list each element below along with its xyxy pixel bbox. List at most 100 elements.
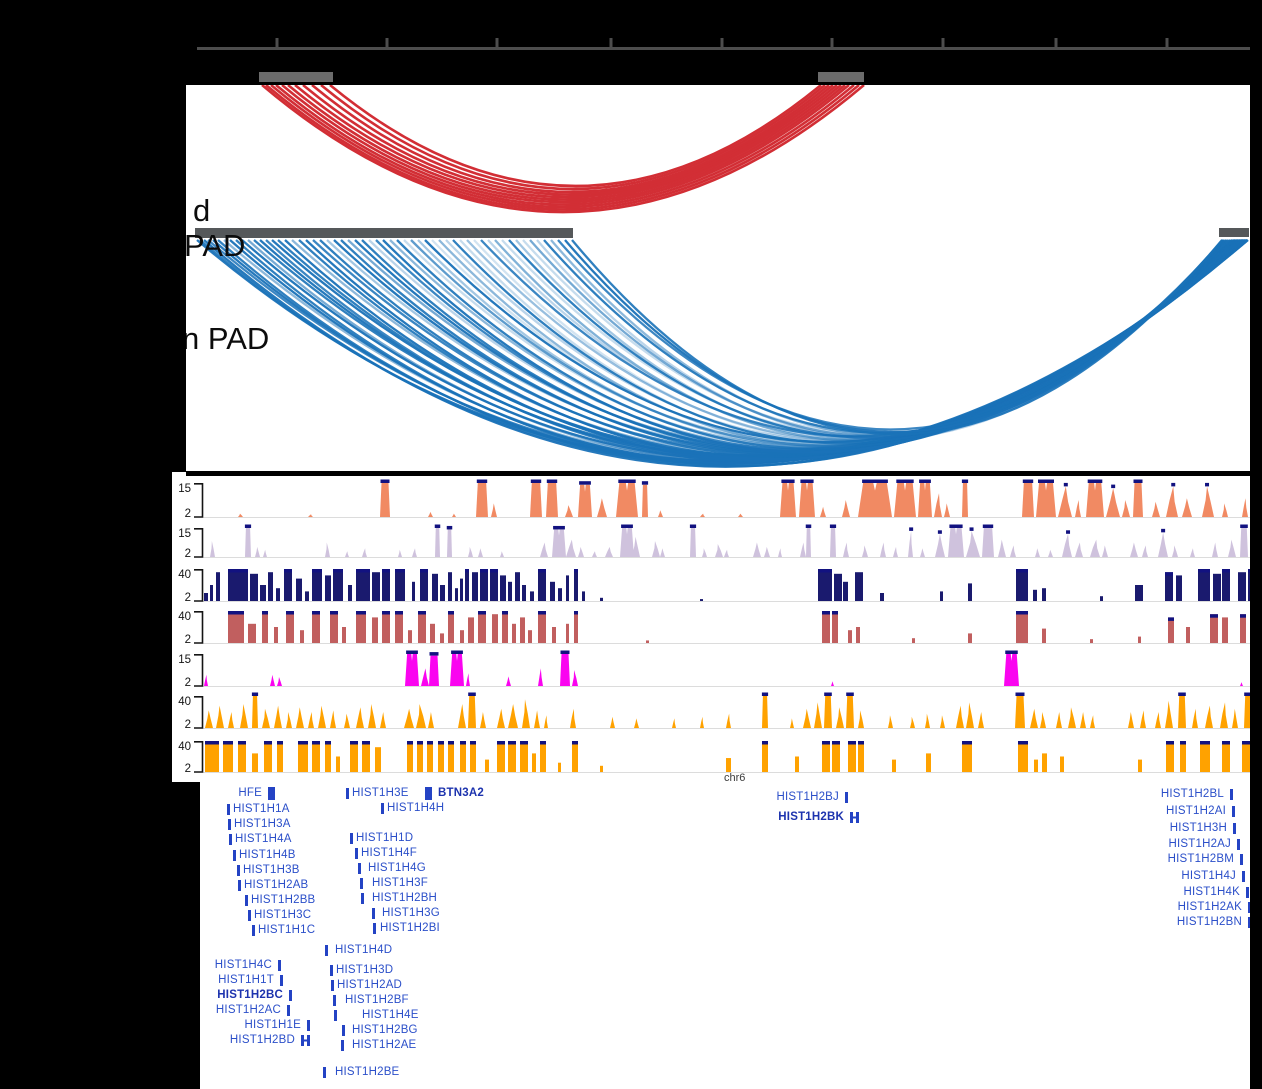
red-pad-label-line1: d [193,193,211,228]
peak [935,533,945,557]
peak [880,542,886,557]
peak-cap [919,479,931,483]
peak [940,591,943,601]
peak [435,528,440,557]
gene-tick [350,833,353,844]
track-7: 40 2 [178,741,1250,775]
peak [790,718,794,728]
peak [1182,498,1192,517]
peak [842,500,850,517]
gene-label: HIST1H3C [254,909,312,921]
peak-cap [465,569,469,573]
peak [305,591,309,601]
ruler-tick [720,38,724,47]
peak-cap [574,569,578,573]
peak [538,668,543,686]
peak [832,611,838,643]
peak [1238,572,1246,601]
peak [1212,542,1218,557]
peak-cap [538,611,546,615]
peak-cap [395,569,405,573]
peak [534,710,540,728]
peak-cap [1178,692,1186,696]
peak [452,513,456,517]
peak-cap [572,741,578,745]
peak [1168,617,1174,643]
peak [822,611,830,643]
peak [1056,712,1062,728]
peak [296,707,304,728]
peak [570,708,576,728]
gene-label: HIST1H2AE [352,1039,417,1051]
ruler-tick [609,38,613,47]
peak [490,569,498,601]
peak-cap [805,524,812,528]
gene-tick [361,893,364,904]
gene-tick [342,1025,345,1036]
peak [574,611,578,643]
peak [1075,500,1081,517]
peak [858,483,892,517]
peak [255,546,260,557]
ruler-line [197,47,1250,50]
peak-cap [689,524,697,528]
peak [466,673,470,686]
gene-label: HIST1H3B [243,864,300,876]
peak-cap [560,650,570,654]
peak-cap [350,741,358,745]
peak [600,597,603,601]
peak [762,741,768,772]
peak [380,712,386,728]
gene-label: HIST1H2BK [778,811,844,823]
peak [368,704,376,728]
gene-tick [425,787,432,800]
track-ymax-label: 40 [178,741,191,753]
track-ymin-label: 2 [185,677,191,689]
peak-cap [448,611,454,615]
gene-tick [381,803,384,814]
peak [398,549,402,557]
peak-cap [846,692,854,696]
peak [372,617,378,643]
peak-cap [1015,692,1025,696]
peak [1165,700,1173,728]
peak [778,548,782,557]
gene-tick [845,792,848,803]
peak [634,718,639,728]
gene-label: HIST1H4B [239,849,296,861]
peak [578,546,584,557]
peak [846,696,854,728]
gene-label: HIST1H3H [1169,822,1227,834]
peak-cap [1205,482,1210,487]
peak [520,741,528,772]
peak [862,545,868,557]
track-ymin-label: 2 [185,719,191,731]
peak [395,569,405,601]
peak [1152,501,1160,517]
peak [429,655,439,686]
peak-cap [579,481,591,485]
peak-cap [356,569,370,573]
peak [552,627,556,643]
peak [538,611,546,643]
peak [566,623,569,643]
peak-cap [312,569,322,573]
peak [395,611,403,643]
peak [497,741,505,772]
peak [843,542,849,557]
peak [1042,628,1046,643]
gene-label: HIST1H4F [361,847,417,859]
track-5-caps [406,650,1018,656]
peak [1016,611,1028,643]
gene-label: HIST1H3D [336,964,394,976]
peak [1240,682,1243,686]
peak [312,611,320,643]
peak [1135,585,1143,601]
peak-cap [781,479,795,483]
peak-cap [818,569,832,573]
gene-label: HIST1H2BE [335,1066,400,1078]
peak-cap [407,741,413,745]
peak [1034,759,1038,772]
peak [1058,486,1072,517]
